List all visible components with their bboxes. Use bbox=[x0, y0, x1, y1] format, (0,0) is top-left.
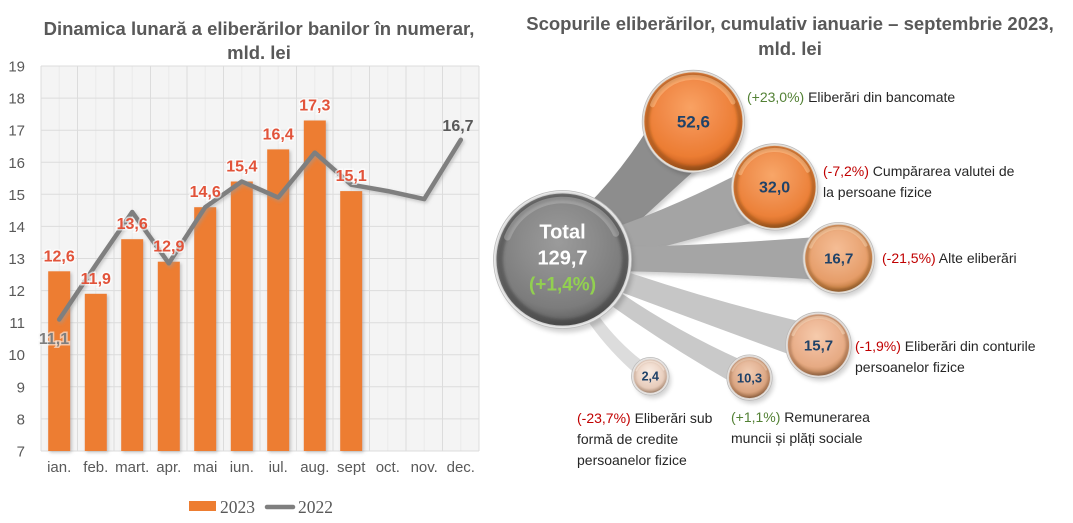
svg-text:persoanelor fizice: persoanelor fizice bbox=[855, 359, 965, 375]
svg-text:17,3: 17,3 bbox=[299, 98, 330, 115]
svg-text:12,6: 12,6 bbox=[44, 248, 75, 265]
svg-text:2023: 2023 bbox=[220, 497, 255, 517]
svg-text:iun.: iun. bbox=[230, 459, 254, 476]
svg-text:18: 18 bbox=[8, 91, 25, 108]
svg-text:16,4: 16,4 bbox=[263, 126, 294, 143]
svg-text:persoanelor fizice: persoanelor fizice bbox=[577, 452, 687, 468]
svg-text:iul.: iul. bbox=[269, 459, 288, 476]
svg-text:nov.: nov. bbox=[411, 459, 438, 476]
svg-text:32,0: 32,0 bbox=[759, 180, 790, 197]
svg-text:14: 14 bbox=[8, 219, 25, 236]
svg-text:52,6: 52,6 bbox=[677, 113, 710, 132]
svg-text:7: 7 bbox=[17, 444, 25, 461]
svg-text:ian.: ian. bbox=[47, 459, 71, 476]
svg-text:19: 19 bbox=[8, 59, 25, 76]
svg-text:129,7: 129,7 bbox=[537, 248, 587, 270]
svg-text:(-21,5%) Alte eliberări: (-21,5%) Alte eliberări bbox=[882, 250, 1017, 266]
svg-text:(-1,9%) Eliberări din conturil: (-1,9%) Eliberări din conturile bbox=[855, 338, 1036, 354]
svg-text:12,9: 12,9 bbox=[153, 239, 184, 256]
svg-text:8: 8 bbox=[17, 411, 25, 428]
svg-text:15,7: 15,7 bbox=[804, 337, 833, 354]
svg-text:(-23,7%) Eliberări sub: (-23,7%) Eliberări sub bbox=[577, 410, 713, 426]
svg-text:14,6: 14,6 bbox=[190, 184, 221, 201]
svg-text:mld. lei: mld. lei bbox=[227, 42, 291, 63]
svg-text:Dinamica lunară a eliberărilor: Dinamica lunară a eliberărilor banilor î… bbox=[44, 18, 475, 39]
svg-text:mart.: mart. bbox=[115, 459, 149, 476]
svg-text:2022: 2022 bbox=[298, 497, 333, 517]
svg-text:mai: mai bbox=[193, 459, 217, 476]
svg-text:15,4: 15,4 bbox=[226, 159, 257, 176]
svg-text:16,7: 16,7 bbox=[824, 251, 853, 268]
svg-text:Scopurile eliberărilor, cumula: Scopurile eliberărilor, cumulativ ianuar… bbox=[526, 13, 1053, 34]
svg-text:12: 12 bbox=[8, 283, 25, 300]
svg-text:13,6: 13,6 bbox=[117, 216, 148, 233]
svg-text:oct.: oct. bbox=[376, 459, 400, 476]
svg-text:Total: Total bbox=[539, 222, 585, 244]
svg-text:dec.: dec. bbox=[447, 459, 475, 476]
svg-text:aug.: aug. bbox=[300, 459, 329, 476]
svg-text:17: 17 bbox=[8, 123, 25, 140]
svg-text:feb.: feb. bbox=[83, 459, 108, 476]
svg-text:10: 10 bbox=[8, 347, 25, 364]
svg-text:11: 11 bbox=[9, 315, 25, 332]
svg-text:muncii și plăți sociale: muncii și plăți sociale bbox=[731, 430, 863, 446]
svg-text:2,4: 2,4 bbox=[642, 370, 659, 384]
svg-text:13: 13 bbox=[8, 251, 25, 268]
svg-text:mld. lei: mld. lei bbox=[758, 38, 822, 59]
svg-text:sept: sept bbox=[337, 459, 366, 476]
svg-text:15: 15 bbox=[8, 187, 25, 204]
svg-text:(-7,2%) Cumpărarea valutei de: (-7,2%) Cumpărarea valutei de bbox=[823, 163, 1015, 179]
svg-text:apr.: apr. bbox=[156, 459, 181, 476]
svg-text:16: 16 bbox=[8, 155, 25, 172]
svg-text:la persoane fizice: la persoane fizice bbox=[823, 184, 932, 200]
svg-text:16,7: 16,7 bbox=[442, 118, 473, 135]
svg-text:9: 9 bbox=[17, 379, 25, 396]
svg-text:(+1,1%) Remunerarea: (+1,1%) Remunerarea bbox=[731, 409, 870, 425]
svg-text:(+1,4%): (+1,4%) bbox=[529, 275, 596, 296]
svg-text:formă de credite: formă de credite bbox=[577, 431, 678, 447]
svg-text:10,3: 10,3 bbox=[737, 370, 762, 385]
svg-text:11,1: 11,1 bbox=[39, 331, 69, 348]
svg-text:(+23,0%) Eliberări din bancoma: (+23,0%) Eliberări din bancomate bbox=[747, 89, 955, 105]
svg-text:11,9: 11,9 bbox=[81, 271, 111, 288]
svg-text:15,1: 15,1 bbox=[336, 168, 367, 185]
